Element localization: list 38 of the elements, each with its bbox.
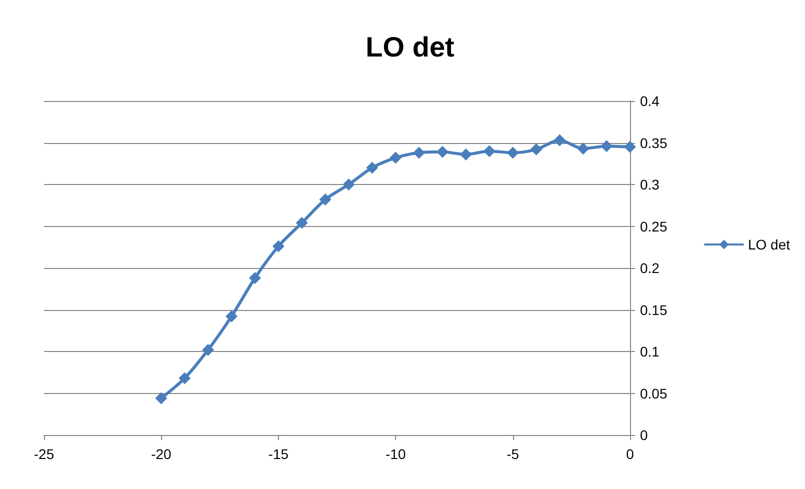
x-tick-label: -25 (34, 446, 54, 462)
x-tick-label: -15 (268, 446, 289, 462)
x-tick-label: -20 (151, 446, 172, 462)
y-tick-label: 0 (640, 427, 648, 443)
point (624, 140, 636, 153)
y-tick-label: 0.4 (640, 93, 660, 109)
point (296, 216, 308, 229)
point (202, 344, 214, 356)
point (506, 146, 519, 159)
point (483, 145, 496, 158)
point (436, 146, 448, 158)
point (342, 178, 355, 190)
y-tick-label: 0.05 (640, 385, 668, 402)
y-tick-label: 0.2 (640, 260, 660, 276)
point (390, 152, 402, 164)
point (319, 194, 332, 206)
y-tick-label: 0.35 (640, 134, 668, 151)
point (178, 372, 191, 384)
x-tick-label: -10 (385, 446, 406, 462)
point (577, 142, 590, 155)
y-tick-label: 0.1 (640, 344, 660, 360)
point (272, 240, 284, 252)
y-tick-label: 0.25 (640, 218, 668, 234)
point (366, 162, 378, 174)
point (226, 310, 238, 322)
y-tick-label: 0.3 (640, 176, 660, 192)
point (248, 272, 261, 284)
point (530, 143, 542, 156)
y-tick-label: 0.15 (640, 302, 668, 318)
x-tick-label: -5 (506, 446, 520, 462)
point (413, 146, 426, 159)
point (600, 140, 613, 152)
chart-title: LO det (366, 32, 454, 62)
point (155, 392, 168, 404)
point (554, 134, 566, 146)
point (460, 148, 472, 160)
legend-label: LO det (748, 236, 790, 252)
x-tick-label: 0 (626, 446, 634, 462)
